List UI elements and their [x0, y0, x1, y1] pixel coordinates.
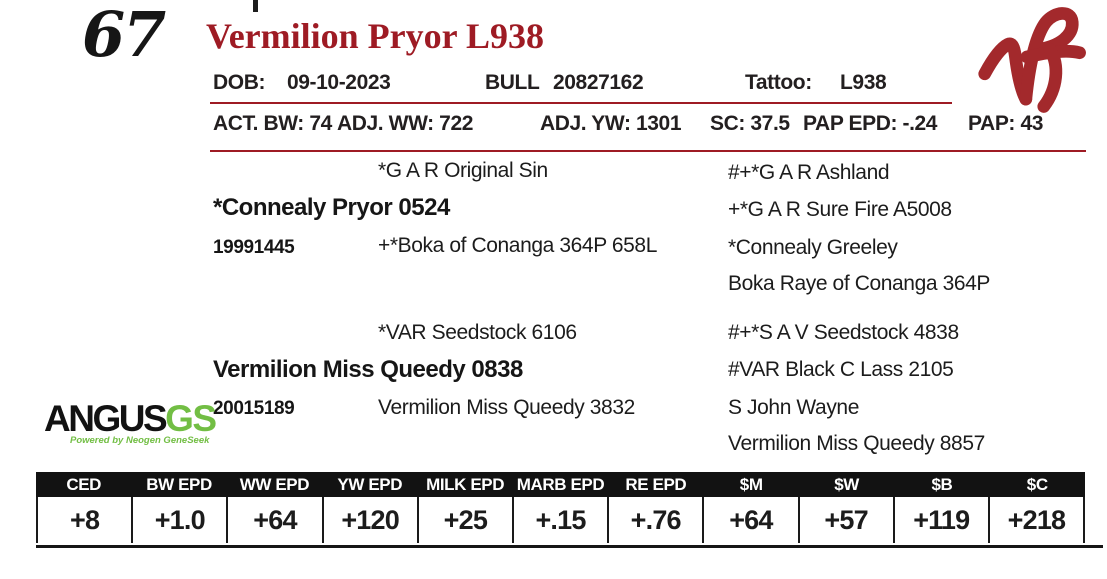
angus-gs-logo-text: GS	[165, 398, 217, 439]
sire-ancestor-2: +*G A R Sure Fire A5008	[728, 198, 952, 221]
epd-header-dollar-w: $W	[834, 474, 859, 494]
tattoo-label: Tattoo:	[745, 71, 812, 94]
sire-sire: *G A R Original Sin	[378, 159, 548, 182]
epd-value-dollar-w: +57	[800, 497, 895, 543]
adj-yw-stat: ADJ. YW: 1301	[540, 112, 682, 135]
epd-header-bw: BW EPD	[146, 474, 212, 494]
angus-gs-logo: ANGUSGS Powered by Neogen GeneSeek	[44, 398, 217, 447]
sex-label: BULL	[485, 71, 540, 94]
dam-ancestor-1: #+*S A V Seedstock 4838	[728, 321, 959, 344]
adj-ww-stat: ADJ. WW: 722	[337, 112, 474, 135]
epd-value-dollar-b: +119	[895, 497, 990, 543]
epd-header-re: RE EPD	[625, 474, 687, 494]
pap-stat: PAP: 43	[968, 112, 1044, 135]
epd-table: CED BW EPD WW EPD YW EPD MILK EPD MARB E…	[36, 472, 1085, 543]
dob-value: 09-10-2023	[287, 71, 391, 94]
epd-value-milk: +25	[419, 497, 514, 543]
epd-header-marb: MARB EPD	[516, 474, 605, 494]
dam-ancestor-3: S John Wayne	[728, 396, 859, 419]
identity-row: DOB: 09-10-2023 BULL 20827162 Tattoo: L9…	[0, 71, 1107, 99]
dam-ancestor-4: Vermilion Miss Queedy 8857	[728, 432, 985, 455]
epd-header-ced: CED	[66, 474, 102, 494]
sc-stat: SC: 37.5	[710, 112, 790, 135]
epd-value-dollar-m: +64	[704, 497, 800, 543]
registration-number: 20827162	[553, 71, 644, 94]
epd-header-dollar-b: $B	[931, 474, 953, 494]
sire-ancestor-1: #+*G A R Ashland	[728, 161, 890, 184]
red-divider-top	[210, 102, 952, 104]
epd-header-dollar-c: $C	[1026, 474, 1048, 494]
epd-header-ww: WW EPD	[239, 474, 310, 494]
sire-registration: 19991445	[213, 237, 295, 258]
dam-name: Vermilion Miss Queedy 0838	[213, 356, 523, 383]
epd-table-header: CED BW EPD WW EPD YW EPD MILK EPD MARB E…	[36, 472, 1085, 497]
angus-gs-tagline: Powered by Neogen GeneSeek	[70, 435, 210, 446]
epd-table-bottom-rule	[36, 545, 1103, 548]
epd-header-dollar-m: $M	[739, 474, 763, 494]
performance-row: ACT. BW: 74 ADJ. WW: 722 ADJ. YW: 1301 S…	[0, 112, 1107, 140]
angus-logo-text: ANGUS	[44, 398, 168, 439]
sire-name: *Connealy Pryor 0524	[213, 194, 450, 221]
dam-sire: *VAR Seedstock 6106	[378, 321, 577, 344]
epd-value-marb: +.15	[514, 497, 610, 543]
epd-value-dollar-c: +218	[1007, 504, 1066, 535]
page-crop-mark	[253, 0, 258, 12]
dam-ancestor-2: #VAR Black C Lass 2105	[728, 358, 954, 381]
lot-number: 67	[82, 0, 166, 71]
sire-ancestor-3: *Connealy Greeley	[728, 236, 898, 259]
sire-ancestor-4: Boka Raye of Conanga 364P	[728, 272, 991, 295]
epd-value-ww: +64	[228, 497, 324, 543]
tattoo-value: L938	[840, 71, 887, 94]
sire-dam: +*Boka of Conanga 364P 658L	[378, 234, 657, 257]
red-divider-bottom	[210, 150, 1086, 152]
epd-header-yw: YW EPD	[337, 474, 403, 494]
act-bw-stat: ACT. BW: 74	[213, 112, 332, 135]
epd-value-re: +.76	[609, 497, 705, 543]
epd-value-ced: +8	[38, 497, 134, 543]
dob-label: DOB:	[213, 71, 266, 94]
dam-dam: Vermilion Miss Queedy 3832	[378, 396, 635, 419]
animal-name-title: Vermilion Pryor L938	[206, 16, 544, 56]
dam-registration: 20015189	[213, 398, 295, 419]
epd-table-values: +8 +1.0 +64 +120 +25 +.15 +.76 +64 +57 +…	[36, 497, 1085, 543]
epd-value-bw: +1.0	[133, 497, 229, 543]
epd-value-yw: +120	[324, 497, 419, 543]
epd-header-milk: MILK EPD	[426, 474, 505, 494]
vermilion-vr-brand-icon	[958, 0, 1100, 116]
pap-epd-stat: PAP EPD: -.24	[803, 112, 938, 135]
